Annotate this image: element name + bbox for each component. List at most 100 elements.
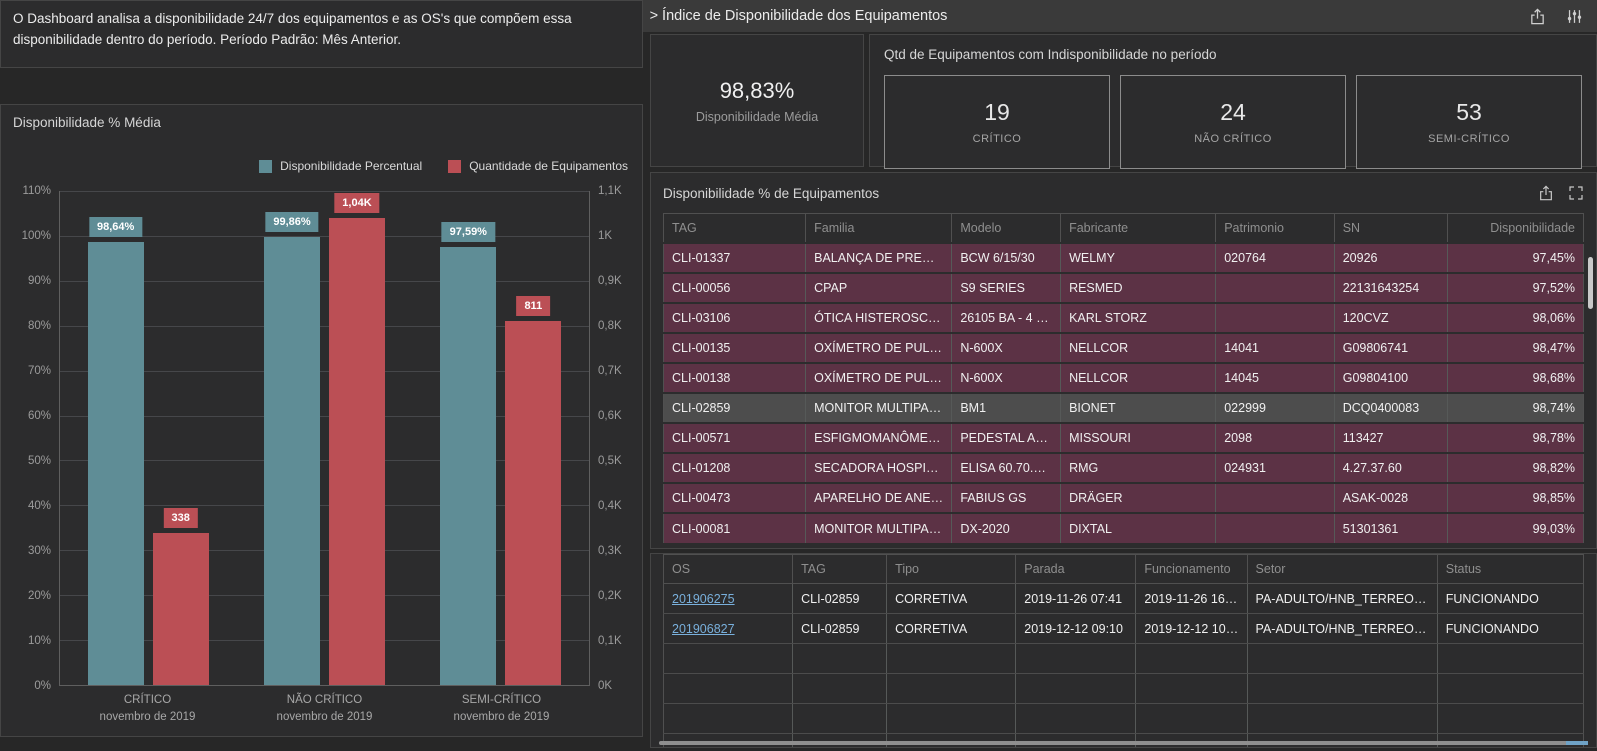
column-header[interactable]: Setor (1246, 554, 1438, 584)
column-header[interactable]: Funcionamento (1135, 554, 1248, 584)
card-label: NÃO CRÍTICO (1194, 133, 1272, 145)
column-header[interactable]: Familia (805, 213, 953, 244)
legend-item[interactable]: Quantidade de Equipamentos (448, 159, 628, 173)
equipment-table-header: Disponibilidade % de Equipamentos (663, 181, 1584, 201)
chart-title: Disponibilidade % Média (13, 115, 161, 130)
column-header[interactable]: Tipo (886, 554, 1017, 584)
column-header[interactable]: TAG (792, 554, 888, 584)
table-row[interactable]: 201906275 CLI-02859 CORRETIVA 2019-11-26 07… (662, 583, 1585, 614)
legend-item[interactable]: Disponibilidade Percentual (259, 159, 422, 173)
bar-data-label: 1,04K (334, 192, 380, 213)
vertical-scrollbar[interactable] (1588, 257, 1593, 309)
table-row[interactable]: CLI-03106 ÓTICA HISTEROSCOPIA 26105 BA - 4… (662, 303, 1585, 333)
export-icon[interactable] (1529, 8, 1546, 25)
bar-group: 99,86% 1,04K (236, 191, 412, 685)
table-row[interactable]: CLI-01208 SECADORA HOSPITAL... ELISA 60.70… (662, 453, 1585, 483)
chart-body: 110% 100% 90% 80% 70% 60% 50% 40% 30% 20% 10% 0% 98… (1, 185, 642, 692)
kpi-value: 98,83% (719, 77, 795, 103)
column-header[interactable]: TAG (662, 213, 807, 244)
bar-disponibilidade[interactable]: 97,59% (440, 221, 497, 685)
axis-tick: 1K (598, 230, 613, 242)
axis-tick: 0,7K (598, 365, 622, 377)
bar-data-label: 338 (163, 508, 198, 529)
unavailability-cards: 19 CRÍTICO 24 NÃO CRÍTICO 53 SEMI-CRÍTIC… (884, 75, 1582, 169)
header-toolbar (1529, 0, 1583, 32)
column-header[interactable]: Disponibilidade (1446, 213, 1585, 244)
axis-tick: 0K (598, 680, 613, 692)
table-row[interactable]: CLI-01337 BALANÇA DE PRECIS... BCW 6/15/30… (662, 243, 1585, 273)
availability-kpi-card: 98,83% Disponibilidade Média (650, 34, 864, 167)
axis-tick: 0,3K (598, 545, 622, 557)
bar-group: 98,64% 338 (60, 191, 236, 685)
table-row[interactable]: CLI-02859 MONITOR MULTIPAR... BM1 BIONET 022… (662, 393, 1585, 423)
equipment-table-panel: Disponibilidade % de Equipamentos TAG Fam… (650, 172, 1597, 549)
axis-tick: 90% (27, 275, 51, 287)
legend-swatch (448, 159, 462, 173)
axis-tick: 10% (27, 634, 51, 647)
card-value: 53 (1456, 99, 1482, 125)
filters-icon[interactable] (1566, 8, 1583, 25)
axis-tick: 60% (27, 409, 51, 422)
axis-tick: 110% (22, 185, 51, 197)
bar-groups: 98,64% 338 99,86% 1,04K 97,59% 811 (60, 191, 589, 685)
bar-quantidade[interactable]: 811 (505, 295, 562, 685)
card-value: 24 (1220, 99, 1246, 125)
axis-tick: 50% (27, 455, 51, 467)
table-row[interactable]: CLI-00056 CPAP S9 SERIES RESMED 22131643254 9… (662, 273, 1585, 303)
column-header[interactable]: Patrimonio (1215, 213, 1335, 244)
bar-data-label: 811 (516, 295, 551, 316)
os-link[interactable]: 201906275 (672, 591, 735, 606)
column-header[interactable]: Parada (1015, 554, 1137, 584)
card-semi-critico[interactable]: 53 SEMI-CRÍTICO (1356, 75, 1582, 169)
right-axis: 1,1K 1K 0,9K 0,8K 0,7K 0,6K 0,5K 0,4K 0,3K 0,2K 0,… (590, 185, 642, 692)
axis-tick: 0,4K (598, 500, 622, 512)
bar-data-label: 99,86% (265, 211, 319, 232)
empty-row (662, 643, 1585, 674)
export-icon[interactable] (1538, 185, 1554, 201)
bar-data-label: 98,64% (89, 217, 143, 238)
column-header[interactable]: OS (662, 554, 794, 584)
bar-disponibilidade[interactable]: 99,86% (263, 211, 320, 685)
horizontal-scrollbar[interactable] (659, 741, 1588, 745)
axis-tick: 80% (27, 320, 51, 332)
bar-disponibilidade[interactable]: 98,64% (87, 217, 144, 685)
bar-data-label: 97,59% (441, 221, 495, 242)
card-label: CRÍTICO (972, 133, 1022, 145)
column-header[interactable]: Fabricante (1060, 213, 1217, 244)
axis-tick: 0,9K (598, 275, 622, 287)
bar-quantidade[interactable]: 1,04K (328, 192, 385, 685)
kpi-label: Disponibilidade Média (695, 109, 819, 124)
os-table-panel: OS TAG Tipo Parada Funcionamento Setor Status 2… (650, 553, 1597, 748)
axis-tick: 0% (34, 680, 51, 692)
page-title: > Índice de Disponibilidade dos Equipame… (649, 8, 948, 24)
card-critico[interactable]: 19 CRÍTICO (884, 75, 1110, 169)
column-header[interactable]: Modelo (951, 213, 1062, 244)
table-row[interactable]: CLI-00138 OXÍMETRO DE PULSO N-600X NELLCOR 1… (662, 363, 1585, 393)
card-value: 19 (984, 99, 1010, 125)
table-row[interactable]: CLI-00081 MONITOR MULTIPAR... DX-2020 DIXTA… (662, 513, 1585, 543)
table-row[interactable]: CLI-00571 ESFIGMOMANÔMETR... PEDESTAL ANE.… (662, 423, 1585, 453)
card-nao-critico[interactable]: 24 NÃO CRÍTICO (1120, 75, 1346, 169)
axis-tick: 0,6K (598, 409, 622, 422)
unavailability-panel: Qtd de Equipamentos com Indisponibilidad… (869, 34, 1597, 169)
unavailability-title: Qtd de Equipamentos com Indisponibilidad… (884, 47, 1217, 62)
category-label: SEMI-CRÍTICO novembro de 2019 (453, 694, 550, 723)
os-table: OS TAG Tipo Parada Funcionamento Setor Status 2… (662, 554, 1585, 747)
table-row[interactable]: CLI-00135 OXÍMETRO DE PULSO N-600X NELLCOR 1… (662, 333, 1585, 363)
column-header[interactable]: Status (1436, 554, 1585, 584)
table-row[interactable]: 201906827 CLI-02859 CORRETIVA 2019-12-12 09… (662, 613, 1585, 644)
empty-row (662, 673, 1585, 704)
bar-quantidade[interactable]: 338 (152, 508, 209, 685)
os-link[interactable]: 201906827 (672, 621, 735, 636)
chart-legend: Disponibilidade Percentual Quantidade de … (259, 159, 628, 173)
card-label: SEMI-CRÍTICO (1428, 133, 1510, 145)
axis-tick: 20% (27, 590, 51, 602)
axis-tick: 0,2K (598, 590, 622, 602)
focus-mode-icon[interactable] (1568, 185, 1584, 201)
axis-tick: 70% (27, 365, 51, 377)
table-row[interactable]: CLI-00473 APARELHO DE ANEST... FABIUS GS DR… (662, 483, 1585, 513)
category-axis: CRÍTICO novembro de 2019 NÃO CRÍTICO novemb… (59, 692, 590, 732)
equipment-table-title: Disponibilidade % de Equipamentos (663, 185, 880, 201)
column-header[interactable]: SN (1333, 213, 1448, 244)
